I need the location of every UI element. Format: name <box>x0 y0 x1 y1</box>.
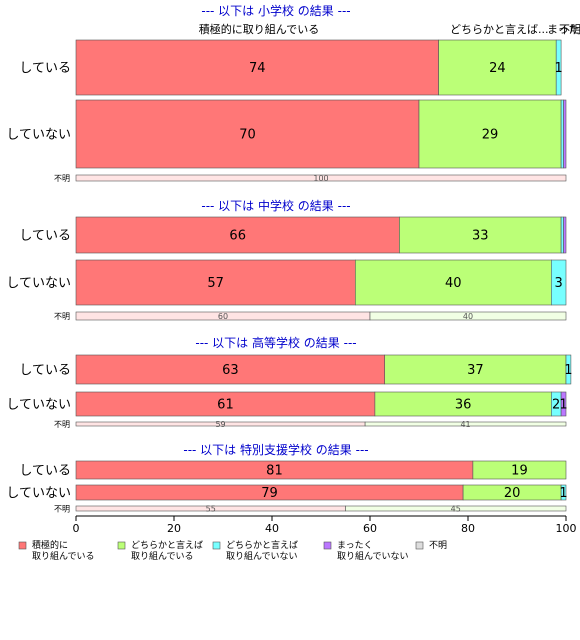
bar-segment <box>75 216 400 254</box>
row-label: 不明 <box>54 504 70 513</box>
row-label: していない <box>6 276 71 291</box>
bar-segment <box>418 99 562 169</box>
row-label: している <box>19 464 71 479</box>
legend-label: 取り組んでいる <box>131 550 194 562</box>
bar-segment <box>560 99 564 169</box>
data-label: 74 <box>249 61 266 76</box>
legend-label: 取り組んでいる <box>32 550 95 562</box>
legend-swatch <box>323 541 332 550</box>
data-label: 2 <box>552 398 560 413</box>
data-label: 33 <box>472 229 489 244</box>
bar-segment <box>563 216 567 254</box>
top-category-label: まった... <box>547 23 580 36</box>
row-label: していない <box>6 128 71 143</box>
row-label: 不明 <box>54 420 70 429</box>
legend-swatch <box>415 541 424 550</box>
legend-label: どちらかと言えば <box>131 539 203 551</box>
data-label: 59 <box>215 420 225 429</box>
bar-segment <box>345 505 567 512</box>
data-label: 29 <box>482 128 499 143</box>
legend-label: 不明 <box>429 540 447 551</box>
x-tick-label: 0 <box>73 522 80 535</box>
x-tick-label: 20 <box>167 522 181 535</box>
top-category-label: 積極的に取り組んでいる <box>199 22 319 36</box>
legend-label: 積極的に <box>32 539 68 551</box>
bar-segment <box>560 391 567 417</box>
x-tick-label: 100 <box>556 522 577 535</box>
legend-swatch <box>212 541 221 550</box>
bar-segment <box>75 174 567 182</box>
data-label: 40 <box>463 312 473 321</box>
data-label: 1 <box>559 486 567 501</box>
row-label: していない <box>6 486 71 501</box>
bar-segment <box>399 216 562 254</box>
data-label: 81 <box>266 464 283 479</box>
data-label: 1 <box>564 363 572 378</box>
data-label: 55 <box>206 504 216 513</box>
panel-title: --- 以下は 小学校 の結果 --- <box>201 3 350 18</box>
bar-segment <box>472 460 567 480</box>
bar-segment <box>555 39 562 96</box>
data-label: 70 <box>239 128 256 143</box>
data-label: 63 <box>222 363 239 378</box>
bar-segment <box>75 259 356 306</box>
data-label: 20 <box>504 486 521 501</box>
bar-segment <box>369 311 567 321</box>
data-label: 41 <box>460 420 470 429</box>
bar-segment <box>560 484 567 501</box>
data-label: 24 <box>489 61 506 76</box>
row-label: 不明 <box>54 312 70 321</box>
legend-label: どちらかと言えば <box>226 539 298 551</box>
bar-segment <box>565 354 572 385</box>
panel-title: --- 以下は 高等学校 の結果 --- <box>195 335 356 350</box>
bar-segment <box>75 391 376 417</box>
bar-segment <box>384 354 567 385</box>
panel-title: --- 以下は 特別支援学校 の結果 --- <box>183 442 368 457</box>
data-label: 1 <box>559 398 567 413</box>
data-label: 79 <box>261 486 278 501</box>
bar-segment <box>75 99 420 169</box>
legend-swatch <box>18 541 27 550</box>
data-label: 45 <box>451 504 461 513</box>
row-label: している <box>19 61 71 76</box>
data-label: 40 <box>445 276 462 291</box>
x-tick-label: 80 <box>461 522 475 535</box>
legend-label: 取り組んでいない <box>226 550 298 562</box>
data-label: 57 <box>207 276 224 291</box>
bar-segment <box>560 216 564 254</box>
legend-label: まったく <box>337 540 373 551</box>
row-label: している <box>19 229 71 244</box>
data-label: 61 <box>217 398 234 413</box>
top-category-label: どちらかと言えば... <box>450 23 549 36</box>
data-label: 19 <box>511 464 528 479</box>
data-label: 37 <box>467 363 484 378</box>
legend-swatch <box>117 541 126 550</box>
row-label: していない <box>6 398 71 413</box>
bar-segment <box>364 421 567 427</box>
bar-segment <box>550 259 567 306</box>
panel-title: --- 以下は 中学校 の結果 --- <box>201 198 350 213</box>
row-label: している <box>19 363 71 378</box>
row-label: 不明 <box>54 174 70 183</box>
x-tick-label: 40 <box>265 522 279 535</box>
data-label: 3 <box>555 276 563 291</box>
top-category-label: 不明 <box>559 23 580 36</box>
data-label: 36 <box>455 398 472 413</box>
data-label: 66 <box>229 229 246 244</box>
data-label: 60 <box>218 312 228 321</box>
data-label: 100 <box>313 174 328 183</box>
legend-label: 取り組んでいない <box>337 550 409 562</box>
bar-segment <box>438 39 557 96</box>
x-tick-label: 60 <box>363 522 377 535</box>
bar-segment <box>563 99 567 169</box>
data-label: 1 <box>555 61 563 76</box>
